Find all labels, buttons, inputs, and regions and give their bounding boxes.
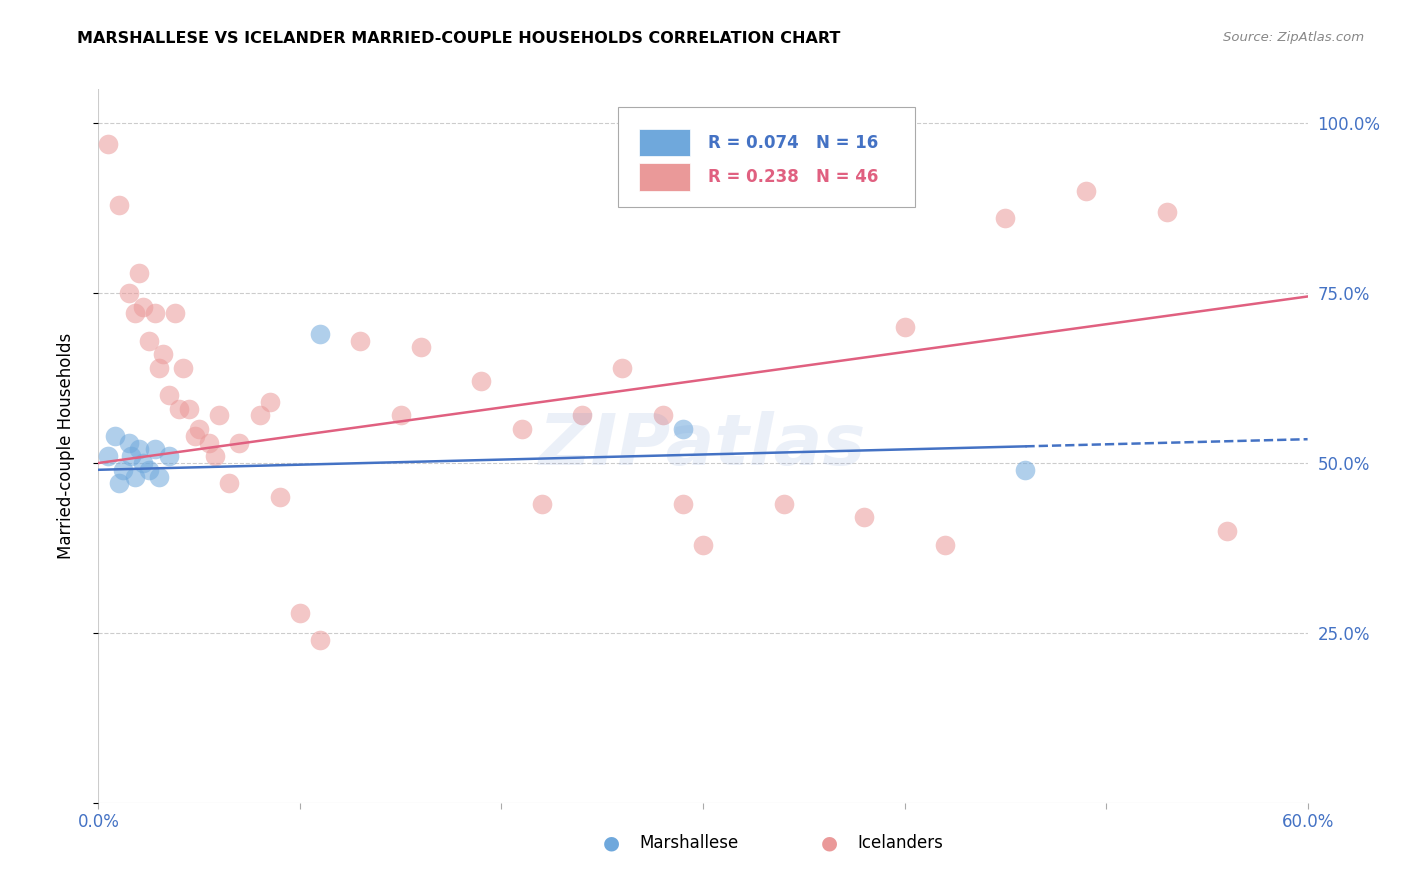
Point (107, 198, 129, 212)
Point (288, 606, 311, 620)
Point (893, 320, 915, 334)
Point (309, 326, 332, 341)
Point (132, 300, 155, 314)
Y-axis label: Married-couple Households: Married-couple Households (56, 333, 75, 559)
Point (172, 360, 194, 375)
Point (612, 360, 634, 375)
Text: ZIPatlas: ZIPatlas (540, 411, 866, 481)
Point (143, 306, 166, 320)
Point (208, 409, 231, 423)
Point (934, 537, 956, 551)
Point (470, 375, 492, 389)
Point (167, 401, 190, 416)
Point (111, 463, 134, 477)
Point (571, 409, 593, 423)
Point (994, 211, 1017, 226)
Point (184, 429, 207, 443)
Point (188, 422, 211, 436)
Point (179, 401, 201, 416)
Point (309, 632, 332, 647)
Point (163, 306, 186, 320)
Point (132, 456, 155, 470)
Point (1216, 524, 1239, 538)
Point (530, 497, 553, 511)
Point (853, 510, 876, 524)
Point (107, 476, 129, 491)
Point (152, 347, 174, 361)
Point (103, 429, 125, 443)
Point (157, 388, 180, 402)
Point (204, 449, 226, 463)
Point (510, 422, 533, 436)
Point (349, 334, 371, 348)
Point (249, 409, 271, 423)
Text: ●: ● (821, 833, 838, 853)
Text: MARSHALLESE VS ICELANDER MARRIED-COUPLE HOUSEHOLDS CORRELATION CHART: MARSHALLESE VS ICELANDER MARRIED-COUPLE … (77, 31, 841, 46)
Point (138, 463, 160, 477)
Point (772, 497, 794, 511)
FancyBboxPatch shape (638, 129, 690, 156)
Point (692, 537, 714, 551)
Point (120, 449, 142, 463)
Point (409, 341, 432, 355)
Point (148, 360, 170, 375)
Point (672, 497, 695, 511)
Point (1074, 184, 1097, 198)
Point (124, 469, 146, 483)
Point (1014, 463, 1036, 477)
Point (128, 266, 150, 280)
Point (218, 476, 240, 491)
FancyBboxPatch shape (638, 163, 690, 191)
Point (143, 442, 166, 457)
Text: R = 0.238   N = 46: R = 0.238 N = 46 (707, 168, 879, 186)
Point (259, 394, 281, 409)
Point (97, 136, 120, 151)
Point (157, 449, 180, 463)
Point (118, 286, 141, 301)
Point (672, 422, 695, 436)
Point (124, 306, 146, 320)
Text: R = 0.074   N = 16: R = 0.074 N = 16 (707, 134, 879, 152)
Point (1156, 204, 1178, 219)
Point (198, 435, 221, 450)
Point (389, 409, 412, 423)
Point (651, 409, 673, 423)
FancyBboxPatch shape (619, 107, 915, 207)
Point (97, 449, 120, 463)
Point (228, 435, 250, 450)
Point (128, 442, 150, 457)
Text: Marshallese: Marshallese (640, 834, 740, 852)
Point (269, 490, 291, 504)
Point (118, 435, 141, 450)
Point (148, 469, 170, 483)
Text: Source: ZipAtlas.com: Source: ZipAtlas.com (1223, 31, 1364, 45)
Text: ●: ● (603, 833, 620, 853)
Text: Icelanders: Icelanders (858, 834, 943, 852)
Point (138, 334, 160, 348)
